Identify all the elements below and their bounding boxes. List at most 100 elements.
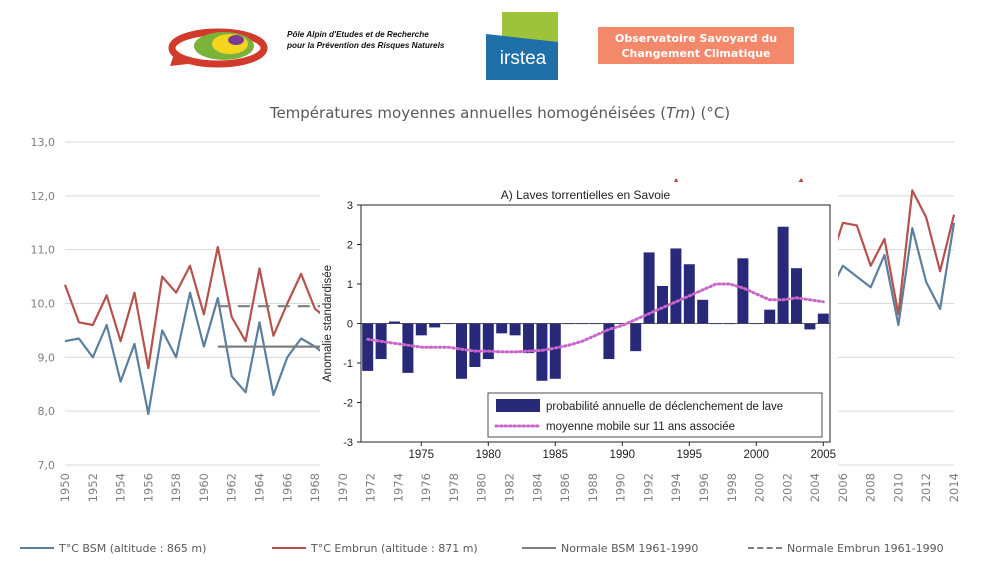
inset-bar (563, 323, 575, 325)
inset-bar (415, 323, 427, 336)
inset-moving-average-line (366, 282, 825, 354)
x-tick-label: 1988 (586, 473, 600, 502)
inset-legend-box (487, 392, 823, 438)
x-tick-label: 1964 (252, 473, 266, 502)
inset-x-tick-label: 1985 (543, 449, 569, 461)
y-tick-label: 12,0 (31, 190, 56, 203)
title-symbol: Tm (666, 104, 690, 122)
main-y-ticks: 7,0 8,0 9,0 10,0 11,0 12,0 13,0 (31, 136, 56, 472)
inset-legend-bar-label: probabilité annuelle de déclenchement de… (546, 401, 783, 413)
legend-normale-bsm-swatch (522, 547, 556, 549)
inset-bar (616, 323, 628, 325)
inset-y-tick-label: 1 (347, 279, 353, 291)
inset-bar (482, 323, 494, 360)
legend-bsm: T°C BSM (altitude : 865 m) (20, 538, 206, 558)
x-tick-label: 1966 (280, 473, 294, 502)
title-suffix: ) (°C) (689, 104, 731, 122)
inset-x-tick-label: 1995 (677, 449, 703, 461)
x-tick-label: 1954 (114, 473, 128, 502)
inset-bar (777, 226, 789, 324)
main-chart-title: Températures moyennes annuelles homogéné… (0, 104, 992, 122)
inset-bar (362, 323, 374, 371)
x-tick-label: 1974 (391, 473, 405, 502)
inset-bar (737, 258, 749, 324)
inset-bar (710, 323, 722, 325)
legend-normale-bsm: Normale BSM 1961-1990 (522, 538, 698, 558)
x-tick-label: 1982 (503, 473, 517, 502)
irstea-label: irstea (499, 48, 547, 69)
legend-normale-embrun: Normale Embrun 1961-1990 (748, 538, 944, 558)
main-x-ticks: 1950 1952 1954 1956 1958 1960 1962 1964 1966 1968… (58, 473, 961, 502)
inset-bar (683, 264, 695, 324)
observatoire-line1: Observatoire Savoyard du (614, 31, 778, 45)
inset-x-tick-label: 1990 (610, 449, 636, 461)
inset-y-tick-label: 2 (347, 240, 353, 252)
x-tick-label: 1970 (336, 473, 350, 502)
inset-y-axis-label: Anomalie standardisée (322, 265, 334, 382)
pole-alpin-line1: Pôle Alpin d'Etudes et de Recherche (287, 30, 429, 39)
x-tick-label: 1972 (364, 473, 378, 502)
inset-y-tick-label: 3 (347, 200, 353, 212)
inset-bar (469, 323, 481, 367)
y-tick-label: 13,0 (31, 136, 56, 149)
x-tick-label: 2014 (947, 473, 961, 502)
inset-bar (456, 323, 467, 379)
y-tick-label: 11,0 (31, 244, 56, 257)
inset-bar (750, 323, 762, 325)
inset-bar (630, 323, 642, 352)
inset-x-tick-label: 2000 (744, 449, 770, 461)
x-tick-label: 1996 (697, 473, 711, 502)
legend-normale-embrun-swatch (748, 547, 782, 549)
x-tick-label: 2004 (808, 473, 822, 502)
inset-bar (496, 323, 508, 334)
inset-bar (791, 268, 802, 324)
legend-normale-bsm-label: Normale BSM 1961-1990 (561, 541, 699, 555)
x-tick-label: 1968 (308, 473, 322, 502)
x-tick-label: 1994 (669, 473, 683, 502)
title-prefix: Températures moyennes annuelles homogéné… (269, 104, 667, 122)
inset-bar (536, 323, 548, 381)
inset-bar (697, 299, 709, 324)
inset-bar (523, 323, 534, 354)
inset-chart: A) Laves torrentielles en Savoie Anomalie… (320, 182, 838, 467)
inset-bar (509, 323, 521, 336)
inset-y-tick-label: -2 (343, 398, 353, 410)
x-tick-label: 2002 (780, 473, 794, 502)
x-tick-label: 1986 (558, 473, 572, 502)
legend-normale-embrun-label: Normale Embrun 1961-1990 (787, 541, 944, 555)
x-tick-label: 2000 (753, 473, 767, 502)
x-tick-label: 2008 (864, 473, 878, 502)
inset-frame (360, 204, 831, 443)
x-tick-label: 1976 (419, 473, 433, 502)
inset-legend-bar-swatch (496, 399, 540, 412)
x-tick-label: 1950 (58, 473, 72, 502)
inset-bar (402, 323, 414, 373)
pole-alpin-logo (168, 28, 268, 68)
inset-y-tick-label: -3 (343, 437, 353, 449)
x-tick-label: 1958 (169, 473, 183, 502)
inset-bar (549, 323, 561, 379)
x-tick-label: 1998 (725, 473, 739, 502)
x-tick-label: 1952 (86, 473, 100, 502)
pole-alpin-text: Pôle Alpin d'Etudes et de Recherche pour… (287, 29, 462, 51)
inset-bar (804, 323, 816, 330)
inset-bar (764, 309, 776, 324)
inset-bar (657, 285, 668, 324)
y-tick-label: 10,0 (31, 298, 56, 311)
observatoire-badge: Observatoire Savoyard du Changement Clim… (598, 27, 794, 64)
inset-bar (442, 323, 454, 325)
pole-alpin-line2: pour la Prévention des Risques Naturels (287, 41, 445, 50)
inset-title: A) Laves torrentielles en Savoie (501, 188, 671, 202)
legend-embrun-swatch (272, 547, 306, 549)
x-tick-label: 1992 (641, 473, 655, 502)
inset-y-tick-label: 0 (347, 319, 353, 331)
inset-legend-moving-label: moyenne mobile sur 11 ans associée (546, 421, 735, 433)
x-tick-label: 1990 (614, 473, 628, 502)
inset-bar (817, 313, 829, 324)
inset-x-tick-label: 1975 (409, 449, 435, 461)
y-tick-label: 9,0 (38, 351, 56, 364)
legend: T°C BSM (altitude : 865 m) T°C Embrun (a… (0, 538, 992, 562)
observatoire-line2: Changement Climatique (621, 46, 771, 60)
x-tick-label: 1978 (447, 473, 461, 502)
